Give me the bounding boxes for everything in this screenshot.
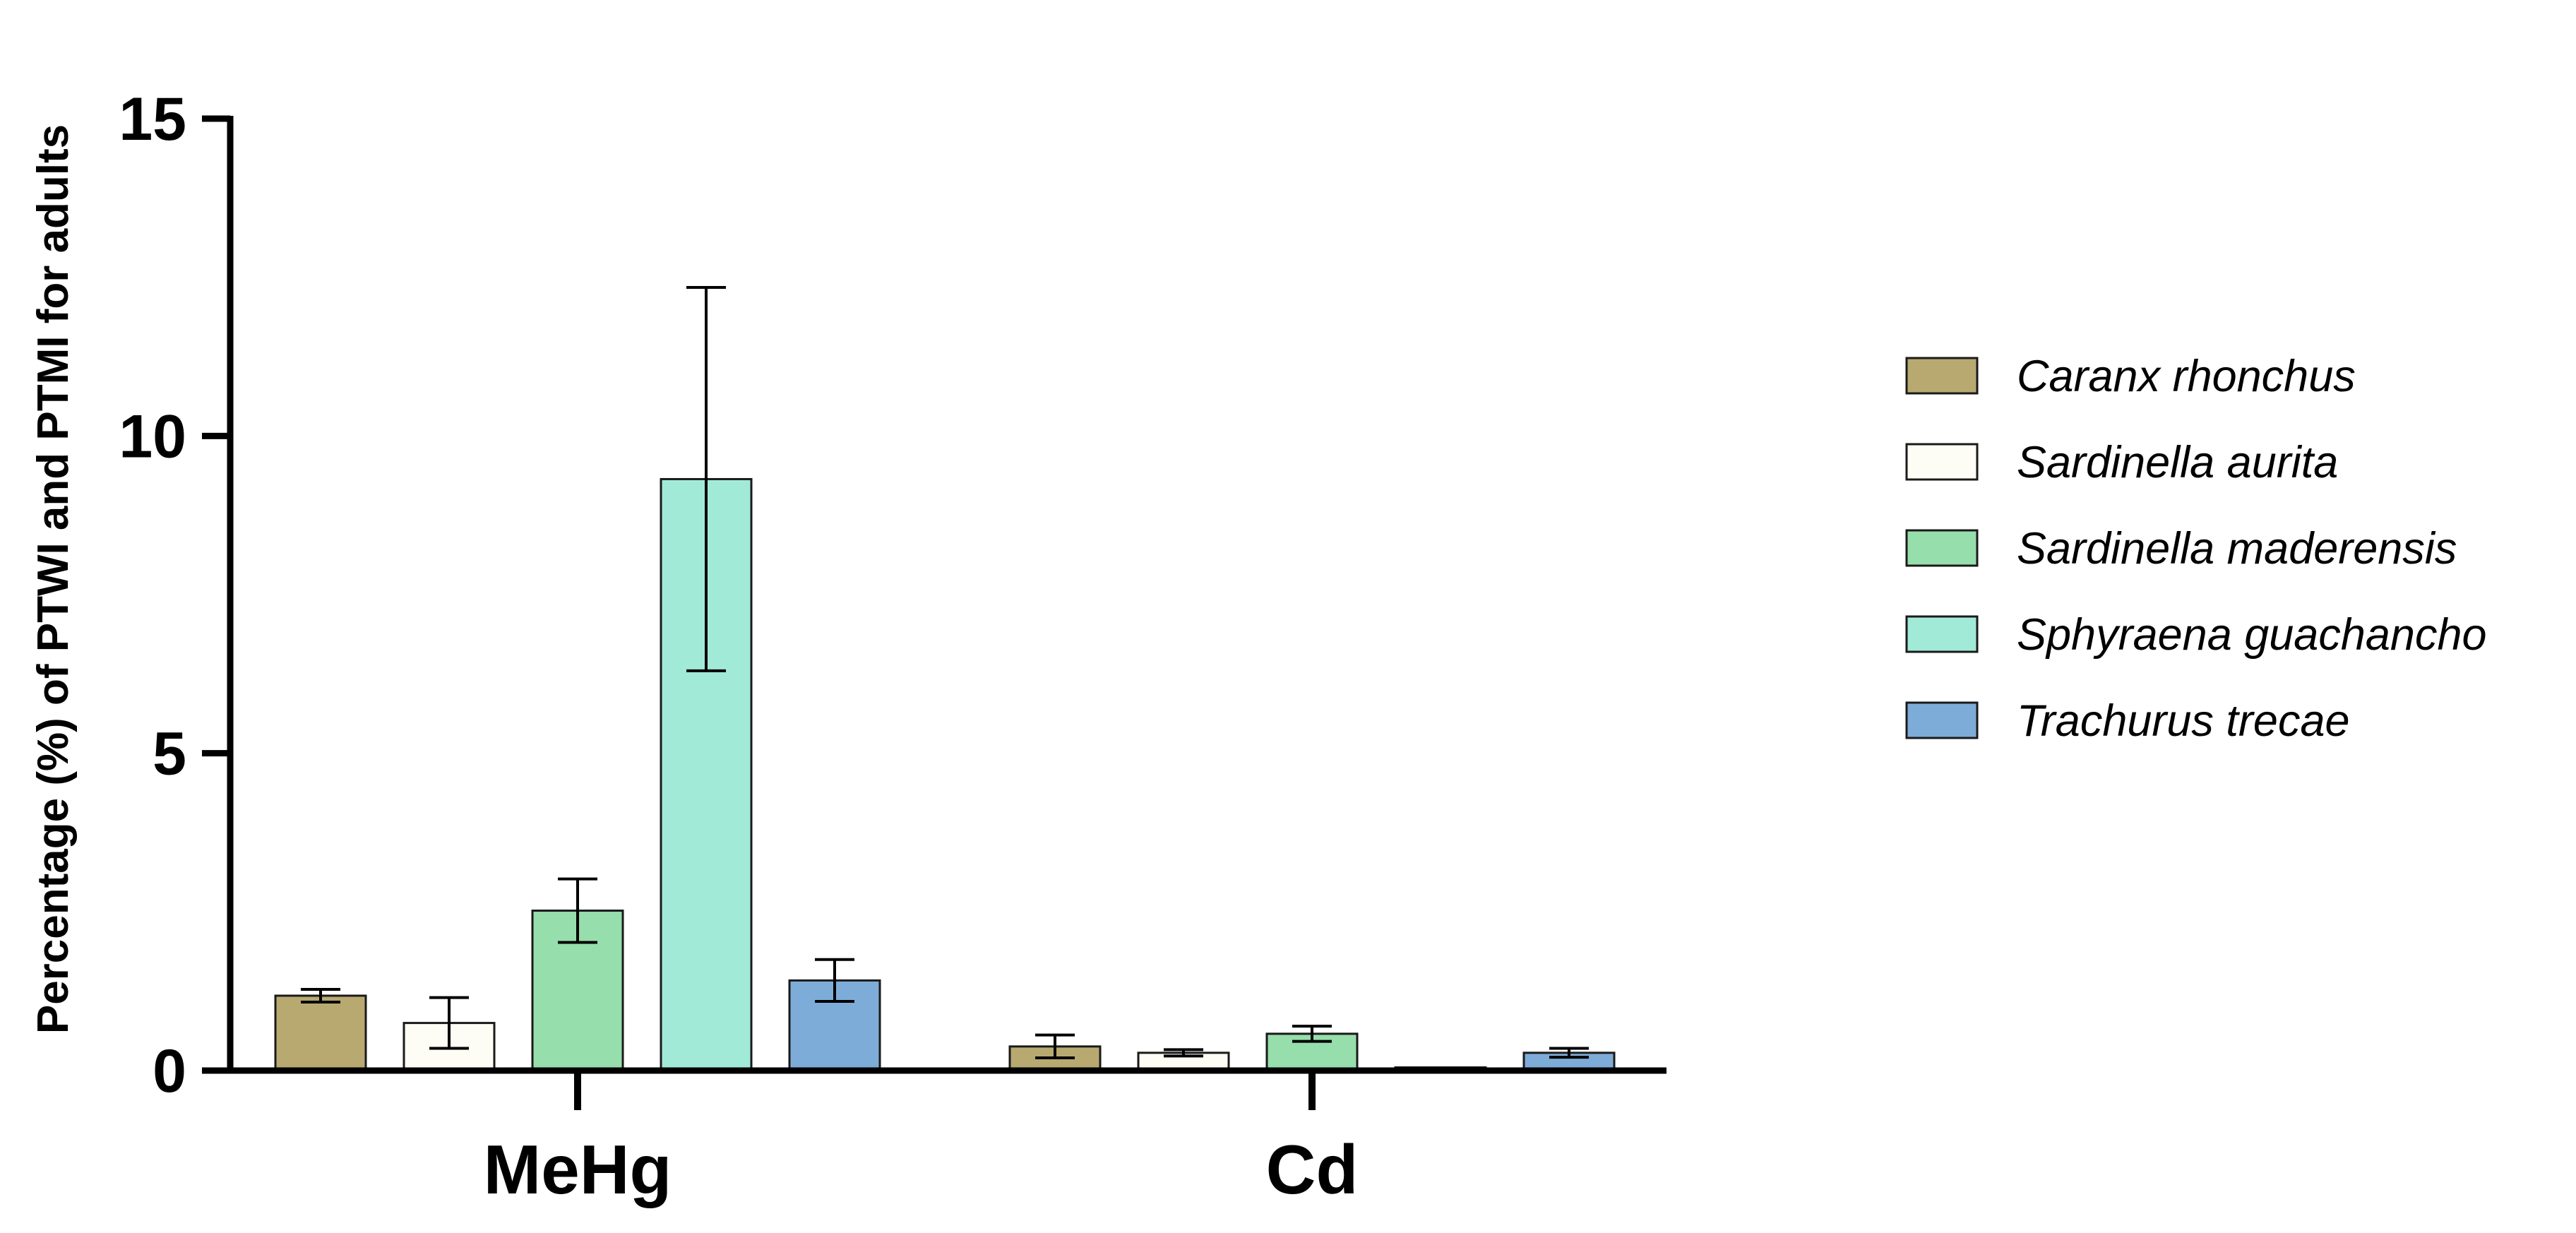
legend-label: Caranx rhonchus — [2017, 352, 2356, 401]
error-bar — [558, 877, 597, 944]
y-tick-label: 0 — [153, 1037, 186, 1105]
legend-swatch — [1905, 529, 1979, 567]
error-bar — [301, 987, 340, 1003]
legend-swatch — [1905, 615, 1979, 653]
legend-label: Trachurus trecae — [2017, 696, 2350, 746]
y-tick-label: 15 — [119, 85, 186, 153]
error-bar — [1292, 1025, 1332, 1043]
error-bar — [1549, 1047, 1589, 1059]
y-tick-label: 10 — [119, 403, 186, 470]
bars-layer — [274, 477, 1616, 1072]
bar — [531, 910, 624, 1072]
error-bar — [1164, 1048, 1203, 1058]
error-bar — [429, 996, 469, 1050]
axes-layer: 0 5 10 15 MeHg Cd — [119, 85, 1666, 1208]
error-bar — [815, 958, 854, 1003]
legend-label: Sardinella maderensis — [2017, 524, 2457, 573]
legend-swatch — [1905, 443, 1979, 481]
error-bar — [686, 286, 726, 672]
legend-label: Sardinella aurita — [2017, 438, 2338, 487]
legend-item: Sphyraena guachancho — [1905, 610, 2487, 660]
error-bars-layer — [301, 286, 1589, 1060]
error-bar — [1035, 1033, 1075, 1060]
y-axis-label: Percentage (%) of PTWI and PTMI for adul… — [29, 124, 78, 1034]
legend: Caranx rhonchus Sardinella aurita Sardinel… — [1905, 352, 2487, 746]
legend-label: Sphyraena guachancho — [2017, 610, 2487, 660]
bar — [274, 994, 367, 1072]
legend-item: Sardinella maderensis — [1905, 524, 2457, 573]
legend-item: Trachurus trecae — [1905, 696, 2350, 746]
legend-item: Sardinella aurita — [1905, 438, 2338, 487]
legend-item: Caranx rhonchus — [1905, 352, 2356, 401]
x-tick-label: MeHg — [484, 1131, 672, 1208]
x-tick-label: Cd — [1266, 1131, 1359, 1208]
legend-swatch — [1905, 357, 1979, 395]
y-tick-label: 5 — [153, 720, 186, 788]
legend-swatch — [1905, 701, 1979, 739]
